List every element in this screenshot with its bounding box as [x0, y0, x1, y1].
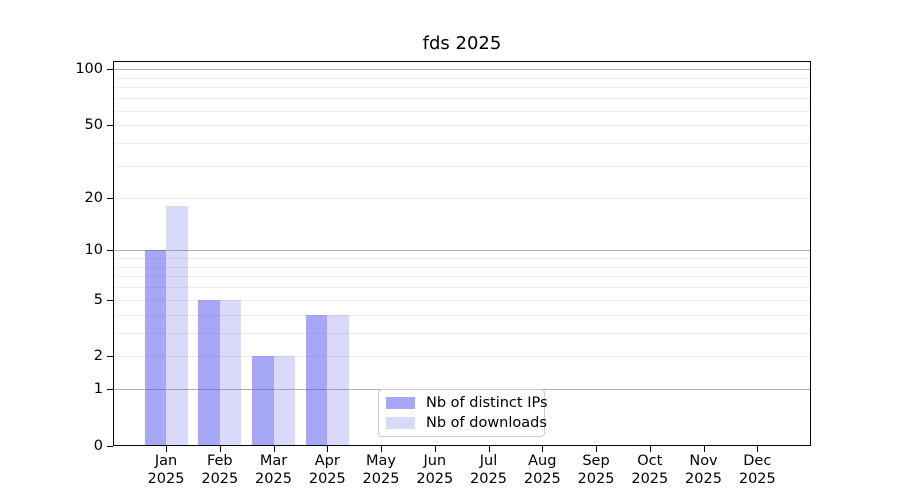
x-tick-dec [757, 446, 759, 452]
minor-gridline-30 [114, 165, 810, 167]
bar-apr-nb-of-downloads [327, 314, 349, 445]
y-tick-5 [107, 299, 113, 301]
minor-gridline-20 [114, 197, 810, 199]
y-tick-label-2: 2 [93, 348, 103, 365]
minor-gridline-60 [114, 110, 810, 112]
chart-title: fds 2025 [422, 33, 502, 54]
x-tick-feb [219, 446, 221, 452]
bar-mar-nb-of-downloads [273, 356, 295, 445]
x-tick-label-apr: Apr 2025 [308, 453, 346, 487]
y-tick-label-50: 50 [84, 117, 103, 134]
y-tick-50 [107, 125, 113, 127]
y-tick-10 [107, 250, 113, 252]
x-tick-apr [327, 446, 329, 452]
x-tick-label-dec: Dec 2025 [738, 453, 776, 487]
legend-item-downloads: Nb of downloads [386, 415, 547, 432]
x-tick-label-jul: Jul 2025 [470, 453, 507, 487]
minor-gridline-8 [114, 266, 810, 268]
bar-jan-nb-of-distinct-ips [144, 250, 166, 445]
y-tick-100 [107, 69, 113, 71]
minor-gridline-90 [114, 77, 810, 79]
minor-gridline-5 [114, 299, 810, 301]
x-tick-sep [596, 446, 597, 452]
x-tick-aug [542, 446, 544, 452]
x-tick-label-sep: Sep 2025 [577, 453, 615, 487]
legend: Nb of distinct IPs Nb of downloads [378, 389, 548, 437]
bar-mar-nb-of-distinct-ips [252, 356, 274, 445]
x-tick-label-may: May 2025 [362, 453, 400, 487]
x-tick-jun [434, 446, 436, 452]
y-tick-label-100: 100 [75, 61, 103, 78]
x-tick-mar [273, 446, 275, 452]
y-tick-label-5: 5 [93, 291, 103, 308]
x-tick-may [381, 446, 382, 452]
x-tick-nov [703, 446, 705, 452]
x-tick-oct [649, 446, 651, 452]
bar-apr-nb-of-distinct-ips [305, 314, 328, 445]
y-tick-0 [107, 446, 113, 447]
bar-feb-nb-of-downloads [219, 299, 242, 445]
x-tick-label-jun: Jun 2025 [416, 453, 454, 487]
major-gridline-100 [114, 69, 810, 71]
bar-feb-nb-of-distinct-ips [198, 299, 220, 445]
y-tick-20 [107, 197, 113, 199]
legend-swatch-downloads [386, 417, 415, 429]
major-gridline-10 [114, 250, 810, 252]
legend-swatch-distinct-ips [386, 397, 415, 409]
y-tick-1 [107, 389, 113, 391]
x-tick-label-nov: Nov 2025 [685, 453, 722, 487]
minor-gridline-70 [114, 98, 810, 100]
x-tick-label-aug: Aug 2025 [523, 453, 561, 487]
minor-gridline-40 [114, 143, 810, 144]
x-tick-label-jan: Jan 2025 [147, 453, 185, 487]
y-tick-label-1: 1 [93, 381, 103, 398]
y-tick-label-20: 20 [84, 189, 103, 206]
legend-label-distinct-ips: Nb of distinct IPs [426, 395, 548, 411]
minor-gridline-50 [114, 125, 810, 127]
minor-gridline-4 [114, 314, 810, 316]
x-tick-jan [166, 446, 167, 452]
y-tick-label-10: 10 [84, 242, 103, 259]
minor-gridline-2 [114, 356, 810, 358]
x-tick-jul [488, 446, 490, 452]
legend-label-downloads: Nb of downloads [426, 415, 547, 431]
x-tick-label-oct: Oct 2025 [631, 453, 669, 487]
bar-jan-nb-of-downloads [166, 205, 188, 445]
minor-gridline-6 [114, 287, 810, 289]
minor-gridline-80 [114, 87, 810, 89]
minor-gridline-7 [114, 276, 810, 278]
x-tick-label-mar: Mar 2025 [255, 453, 292, 487]
minor-gridline-9 [114, 258, 810, 260]
x-tick-label-feb: Feb 2025 [201, 453, 239, 487]
y-tick-label-0: 0 [93, 438, 103, 454]
y-tick-2 [107, 356, 113, 358]
legend-item-distinct-ips: Nb of distinct IPs [386, 395, 548, 412]
minor-gridline-3 [114, 332, 810, 334]
